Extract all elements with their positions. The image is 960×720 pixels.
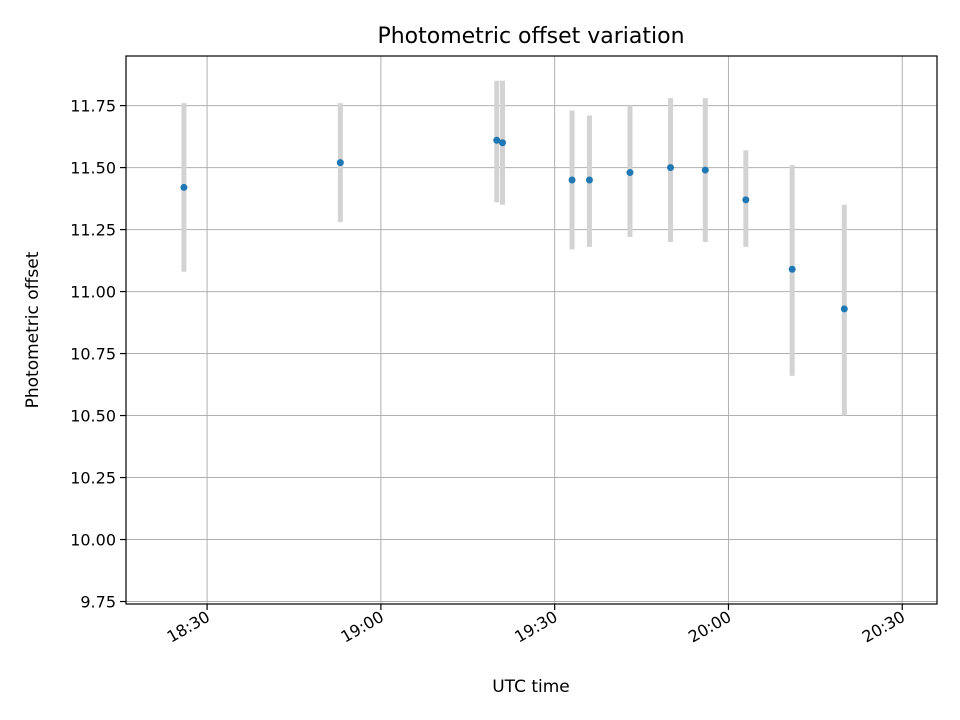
x-gridlines bbox=[206, 56, 903, 604]
y-tick-label: 11.50 bbox=[70, 159, 116, 178]
y-tick-label: 11.75 bbox=[70, 97, 116, 116]
x-axis-label: UTC time bbox=[492, 677, 570, 697]
data-point bbox=[788, 265, 796, 273]
data-point bbox=[180, 183, 188, 191]
data-points bbox=[180, 136, 848, 313]
data-point bbox=[585, 176, 593, 184]
y-tick-label: 9.75 bbox=[80, 593, 116, 612]
data-point bbox=[568, 176, 576, 184]
data-point bbox=[742, 196, 750, 204]
y-axis-label: Photometric offset bbox=[23, 251, 43, 408]
y-gridlines bbox=[126, 105, 937, 603]
y-axis-ticks: 9.75 10.00 10.25 10.50 10.75 11.00 11.25 11.50 1… bbox=[70, 97, 126, 612]
y-tick-label: 10.00 bbox=[70, 531, 116, 550]
data-point bbox=[667, 164, 675, 172]
data-point bbox=[626, 169, 634, 177]
data-point bbox=[493, 136, 501, 144]
data-point bbox=[701, 166, 709, 174]
data-point bbox=[336, 159, 344, 167]
y-tick-label: 11.00 bbox=[70, 283, 116, 302]
y-tick-label: 10.25 bbox=[70, 469, 116, 488]
plot-frame bbox=[125, 55, 938, 605]
y-tick-label: 10.50 bbox=[70, 407, 116, 426]
y-tick-label: 11.25 bbox=[70, 221, 116, 240]
data-point bbox=[499, 139, 507, 147]
chart-title: Photometric offset variation bbox=[377, 24, 684, 49]
plot-background bbox=[126, 56, 937, 604]
data-point bbox=[840, 305, 848, 313]
y-tick-label: 10.75 bbox=[70, 345, 116, 364]
